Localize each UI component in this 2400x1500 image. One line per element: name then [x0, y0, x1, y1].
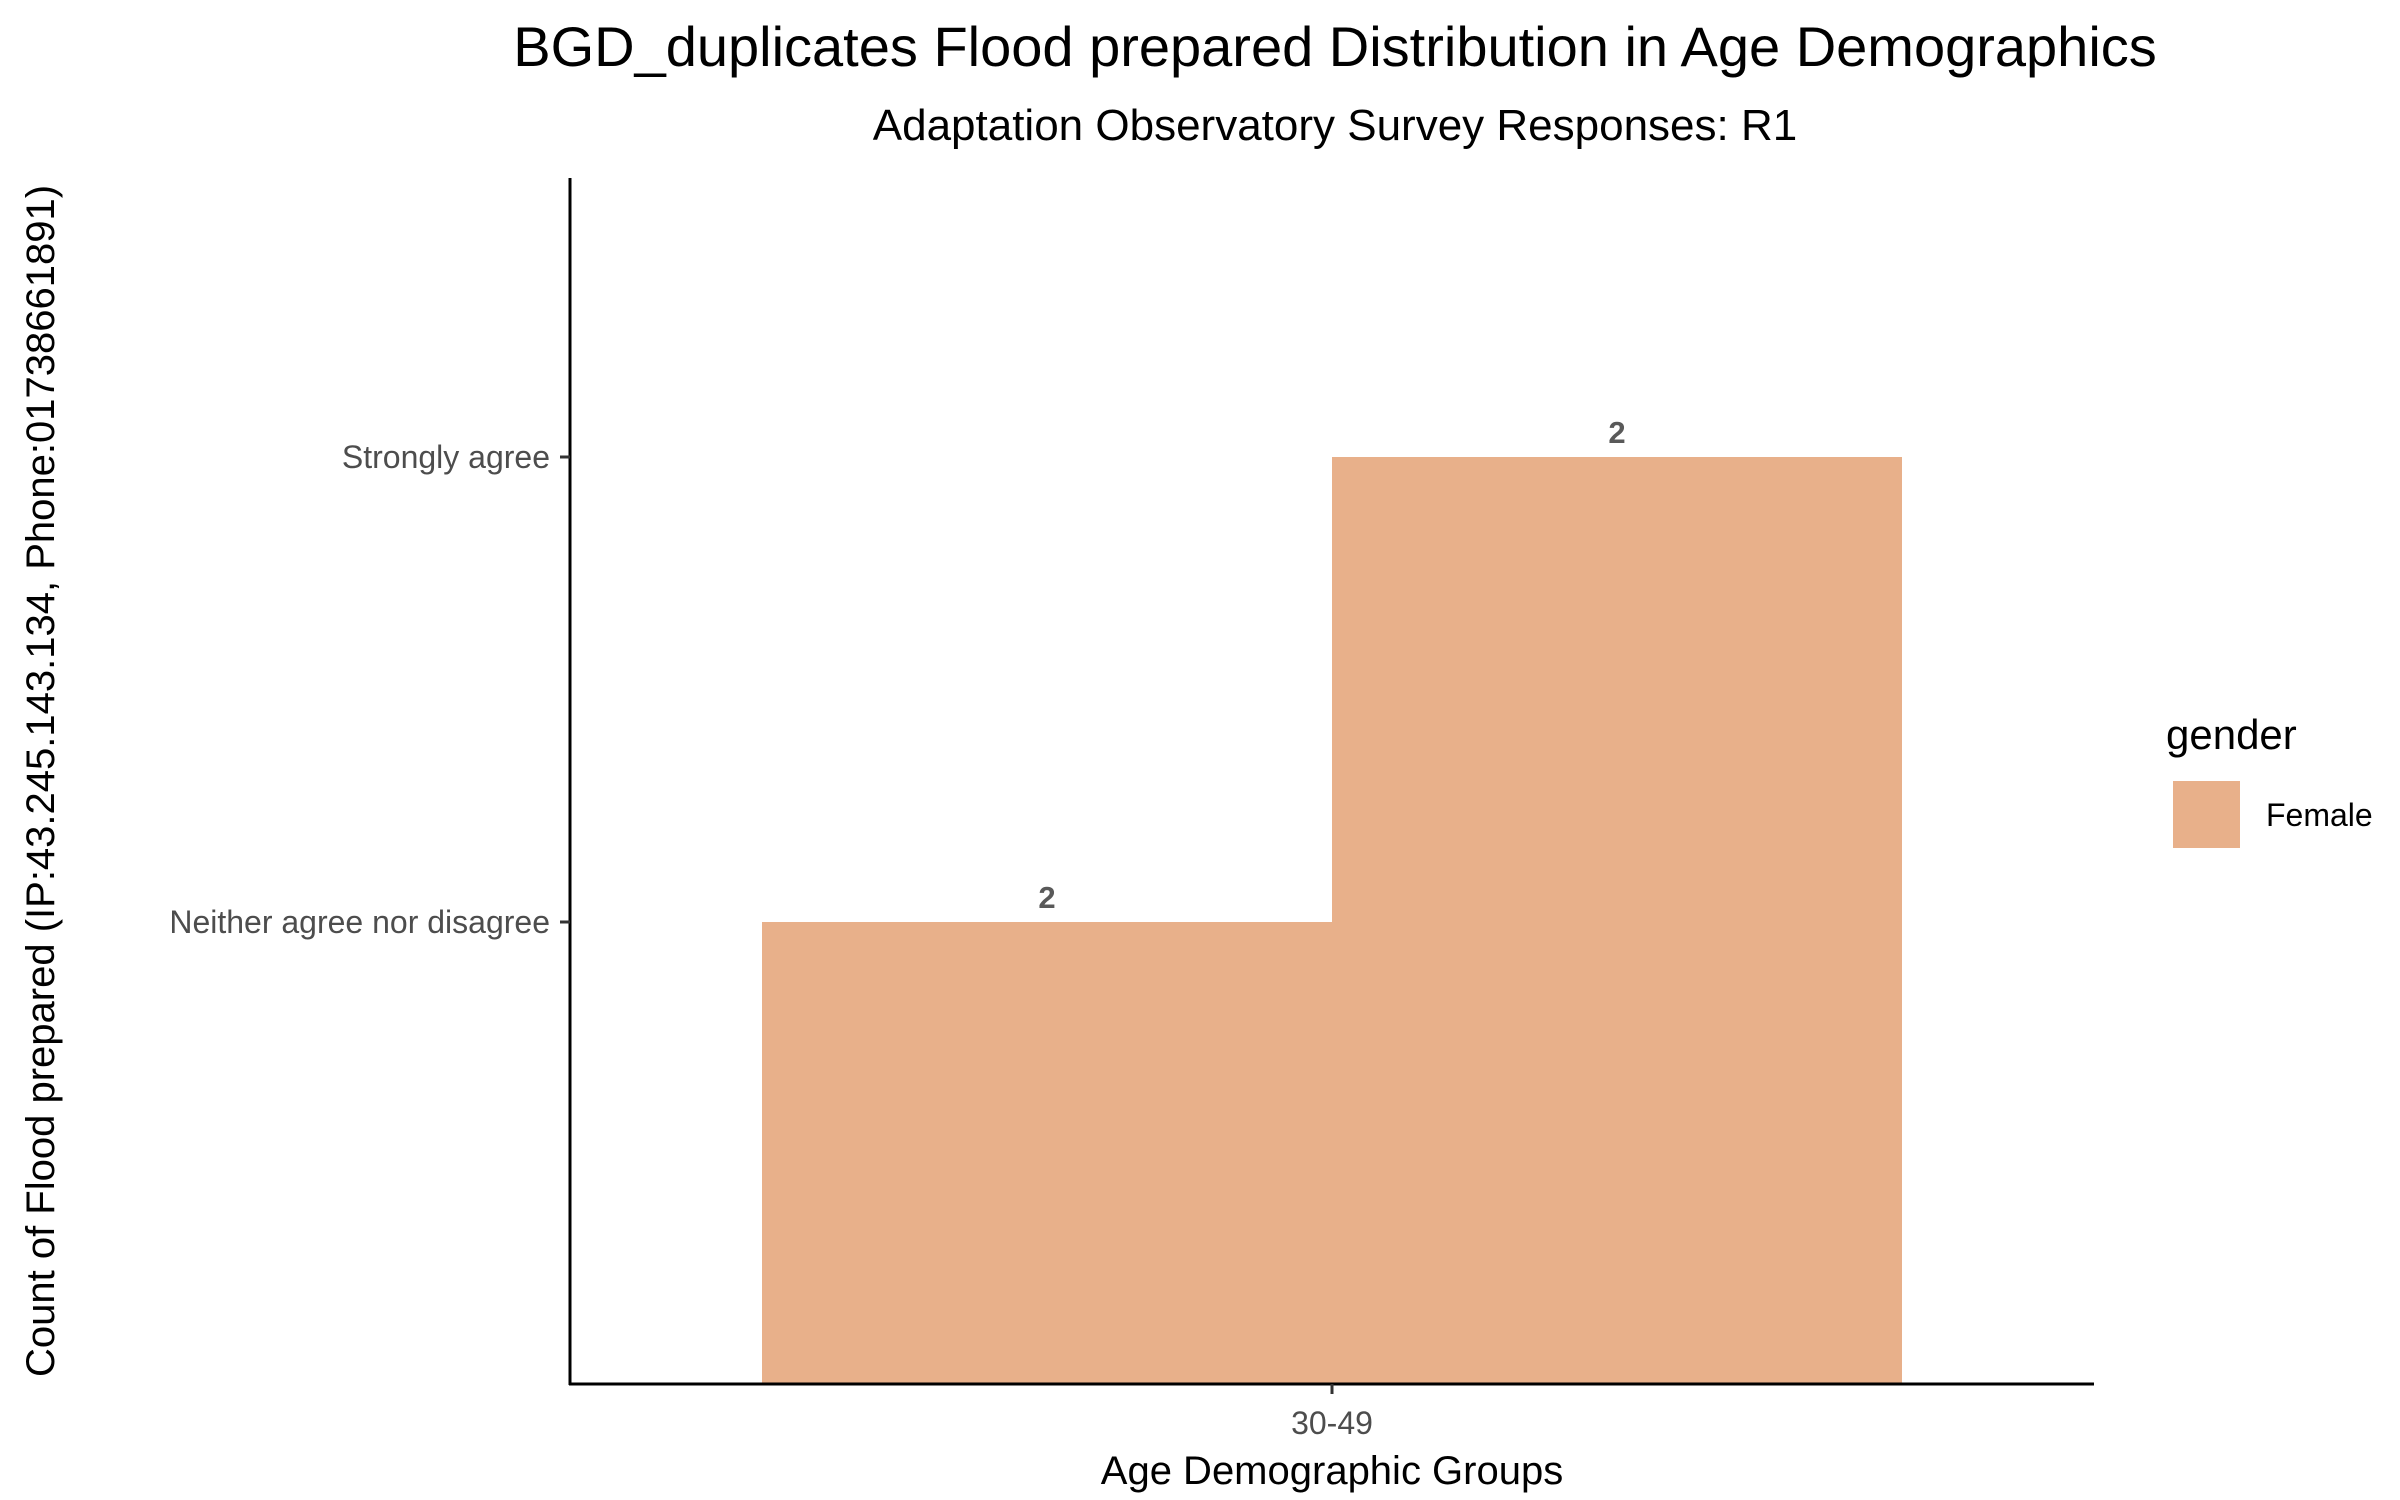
data-label: 2: [1608, 415, 1625, 450]
chart-title: BGD_duplicates Flood prepared Distributi…: [513, 15, 2157, 78]
data-label: 2: [1038, 880, 1055, 915]
bars-layer: [762, 457, 1902, 1384]
y-tick-label: Strongly agree: [342, 439, 550, 475]
x-axis-title: Age Demographic Groups: [1101, 1449, 1563, 1493]
data-labels-layer: 22: [1038, 415, 1625, 915]
y-tick-label: Neither agree nor disagree: [169, 904, 550, 940]
bar: [1332, 457, 1902, 1384]
legend-items: Female: [2173, 781, 2373, 848]
y-axis-title: Count of Flood prepared (IP:43.245.143.1…: [19, 185, 63, 1377]
x-tick-label: 30-49: [1291, 1405, 1373, 1441]
legend-swatch: [2173, 781, 2240, 848]
legend-title: gender: [2166, 711, 2297, 758]
bar: [762, 922, 1332, 1384]
legend-label: Female: [2266, 797, 2373, 833]
legend: gender Female: [2166, 711, 2373, 848]
y-axis-ticks: Neither agree nor disagree Strongly agree: [169, 439, 570, 940]
x-axis-ticks: 30-49: [1291, 1384, 1373, 1441]
chart-subtitle: Adaptation Observatory Survey Responses:…: [873, 101, 1797, 150]
